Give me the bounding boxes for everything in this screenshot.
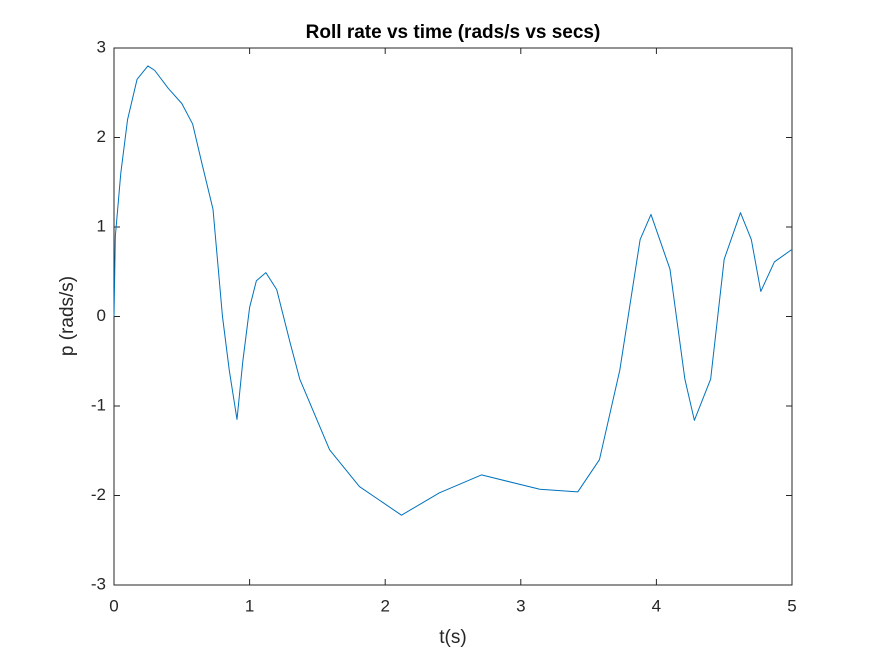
y-tick-label: 1: [97, 216, 106, 235]
y-tick-label: 3: [97, 37, 106, 56]
x-tick-label: 5: [787, 596, 796, 615]
x-tick-label: 4: [652, 596, 661, 615]
y-tick-label: -1: [91, 395, 106, 414]
y-tick-label: -3: [91, 574, 106, 593]
x-axis-label: t(s): [439, 627, 466, 648]
y-tick-label: -2: [91, 485, 106, 504]
chart-title: Roll rate vs time (rads/s vs secs): [306, 22, 601, 43]
y-tick-label: 0: [97, 306, 106, 325]
data-line: [113, 65, 793, 516]
y-tick-label: 2: [97, 127, 106, 146]
plot-area: [113, 47, 793, 586]
x-tick-label: 0: [109, 596, 118, 615]
y-axis-label: p (rads/s): [57, 276, 78, 356]
x-tick-label: 2: [380, 596, 389, 615]
x-tick-label: 1: [245, 596, 254, 615]
x-tick-label: 3: [516, 596, 525, 615]
